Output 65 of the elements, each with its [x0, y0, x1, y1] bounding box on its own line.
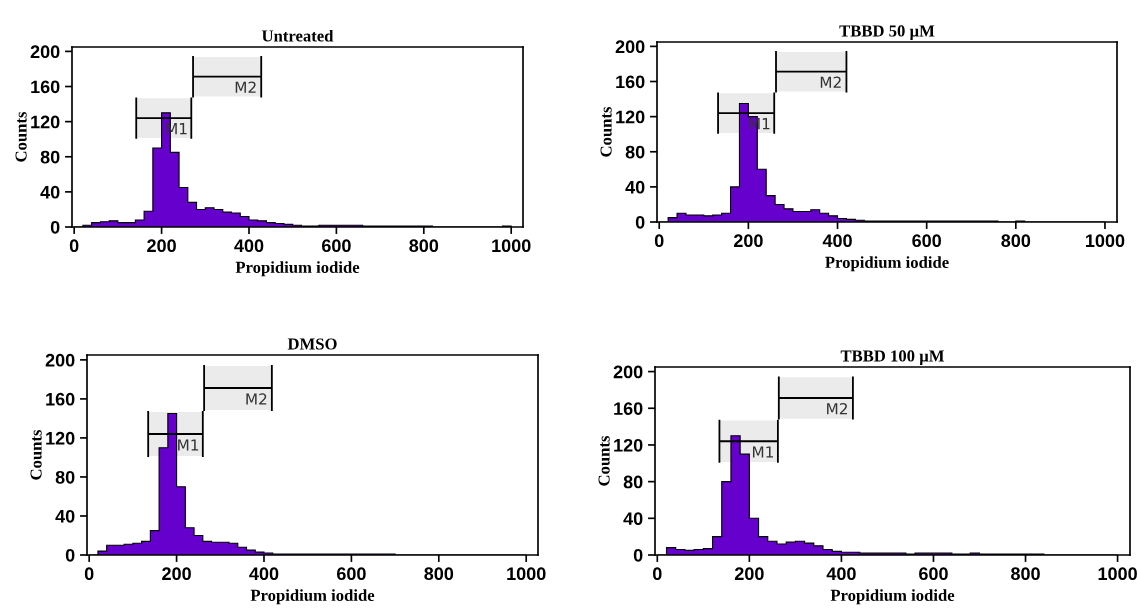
y-tick-label: 40	[55, 509, 75, 523]
y-tick-label: 0	[633, 548, 643, 562]
y-tick-label: 200	[613, 365, 643, 379]
chart-title: TBBD 50 µM	[839, 25, 935, 40]
band-label: M1	[178, 439, 199, 451]
band-label: M1	[752, 446, 773, 458]
y-tick-label: 120	[46, 431, 75, 445]
y-tick-label: 120	[614, 438, 643, 452]
x-tick-label: 400	[822, 234, 852, 248]
y-tick-label: 200	[45, 353, 75, 367]
y-tick-label: 200	[30, 45, 60, 59]
x-tick-label: 600	[321, 239, 351, 253]
y-axis-title: Counts	[598, 435, 610, 486]
y-axis-title: Counts	[30, 429, 42, 480]
y-tick-label: 40	[625, 180, 645, 194]
y-tick-label: 40	[40, 185, 60, 199]
x-axis-title: Propidium iodide	[250, 589, 375, 605]
x-tick-label: 200	[733, 234, 763, 248]
y-tick-label: 120	[31, 115, 60, 129]
x-tick-label: 800	[424, 567, 454, 581]
x-tick-label: 1000	[492, 239, 531, 253]
y-axis-title: Counts	[15, 111, 27, 162]
x-tick-label: 400	[249, 567, 279, 581]
x-tick-label: 0	[654, 234, 664, 248]
x-tick-label: 0	[84, 567, 94, 581]
y-tick-label: 0	[50, 220, 60, 234]
x-tick-label: 600	[336, 567, 366, 581]
band-label: M2	[246, 393, 267, 405]
y-tick-label: 160	[31, 80, 60, 94]
y-axis-title: Counts	[600, 106, 612, 157]
x-tick-label: 800	[409, 239, 439, 253]
y-tick-label: 200	[615, 40, 645, 54]
y-tick-label: 80	[623, 475, 643, 489]
x-tick-label: 200	[162, 567, 191, 581]
x-axis-title: Propidium iodide	[235, 261, 360, 277]
x-axis-title: Propidium iodide	[825, 256, 949, 272]
y-tick-label: 0	[635, 215, 645, 229]
y-tick-label: 160	[616, 75, 645, 89]
x-tick-label: 1000	[507, 567, 546, 581]
y-tick-label: 80	[40, 150, 60, 164]
x-tick-label: 800	[1011, 567, 1040, 581]
band-label: M2	[827, 402, 847, 415]
x-tick-label: 0	[652, 567, 662, 581]
x-tick-label: 200	[147, 239, 176, 253]
chart-title: TBBD 100 µM	[840, 350, 945, 365]
x-tick-label: 1000	[1086, 234, 1125, 248]
x-tick-label: 800	[1001, 234, 1031, 248]
y-tick-label: 160	[46, 392, 75, 406]
x-tick-label: 200	[734, 567, 764, 581]
y-tick-label: 0	[65, 548, 75, 562]
chart-title: Untreated	[261, 29, 334, 42]
y-tick-label: 40	[623, 512, 643, 526]
band-label: M2	[820, 76, 841, 88]
x-tick-label: 1000	[1098, 567, 1137, 581]
chart-title: DMSO	[287, 338, 337, 350]
x-tick-label: 400	[826, 567, 856, 581]
y-tick-label: 80	[55, 470, 75, 484]
x-tick-label: 600	[919, 567, 948, 581]
x-axis-title: Propidium iodide	[830, 589, 955, 605]
x-tick-label: 400	[234, 239, 264, 253]
x-tick-label: 600	[912, 234, 941, 248]
y-tick-label: 80	[625, 145, 645, 159]
y-tick-label: 160	[614, 402, 643, 415]
y-tick-label: 120	[616, 110, 645, 124]
band-label: M2	[235, 81, 256, 93]
